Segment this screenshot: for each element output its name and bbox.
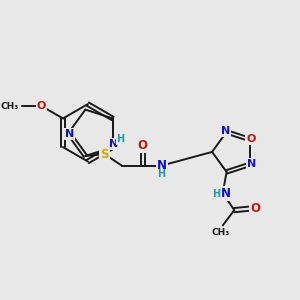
Text: H: H: [116, 134, 124, 145]
Text: H: H: [212, 189, 220, 199]
Text: N: N: [65, 129, 74, 139]
Text: O: O: [250, 202, 260, 215]
Text: CH₃: CH₃: [212, 228, 230, 237]
Text: N: N: [109, 139, 118, 149]
Text: CH₃: CH₃: [0, 101, 19, 110]
Text: O: O: [138, 139, 148, 152]
Text: N: N: [221, 126, 230, 136]
Text: N: N: [157, 159, 167, 172]
Text: N: N: [248, 159, 256, 169]
Text: O: O: [246, 134, 256, 144]
Text: H: H: [157, 169, 165, 179]
Text: O: O: [37, 101, 46, 111]
Text: S: S: [100, 148, 109, 160]
Text: N: N: [220, 188, 231, 200]
